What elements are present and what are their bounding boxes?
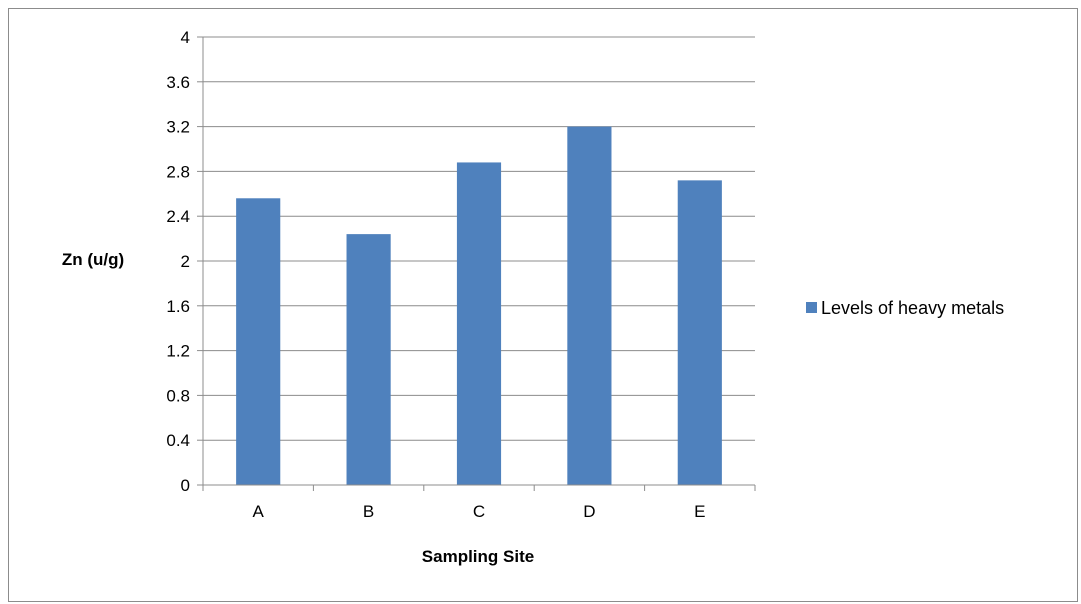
y-tick-label: 2.4 bbox=[166, 207, 190, 226]
bar-B bbox=[346, 234, 391, 485]
legend-swatch bbox=[806, 302, 817, 313]
y-tick-label: 2 bbox=[181, 252, 190, 271]
y-tick-label: 1.6 bbox=[166, 297, 190, 316]
x-tick-label: C bbox=[473, 502, 485, 521]
legend: Levels of heavy metals bbox=[806, 298, 1004, 318]
y-tick-label: 0 bbox=[181, 476, 190, 495]
x-tick-labels: A B C D E bbox=[253, 502, 706, 521]
x-tick-label: B bbox=[363, 502, 374, 521]
x-tick-label: A bbox=[253, 502, 265, 521]
axes bbox=[197, 36, 756, 491]
y-tick-label: 3.2 bbox=[166, 118, 190, 137]
y-tick-label: 0.8 bbox=[166, 386, 190, 405]
y-axis-title: Zn (u/g) bbox=[62, 250, 124, 269]
chart-area bbox=[8, 8, 1078, 602]
y-tick-label: 3.6 bbox=[166, 73, 190, 92]
gridlines bbox=[203, 36, 755, 441]
bar-E bbox=[677, 180, 722, 486]
bar-C bbox=[456, 162, 502, 485]
y-tick-labels: 0 0.4 0.8 1.2 1.6 2 2.4 2.8 3.2 3.6 4 bbox=[166, 28, 190, 495]
x-axis-title: Sampling Site bbox=[422, 547, 534, 566]
legend-label: Levels of heavy metals bbox=[821, 298, 1004, 318]
y-tick-label: 1.2 bbox=[166, 342, 190, 361]
y-tick-label: 0.4 bbox=[166, 431, 190, 450]
bars bbox=[236, 126, 722, 486]
x-tick-label: E bbox=[694, 502, 705, 521]
x-tick-label: D bbox=[583, 502, 595, 521]
y-tick-label: 2.8 bbox=[166, 162, 190, 181]
bar-D bbox=[567, 126, 612, 485]
bar-A bbox=[236, 198, 281, 485]
y-tick-label: 4 bbox=[181, 28, 190, 47]
